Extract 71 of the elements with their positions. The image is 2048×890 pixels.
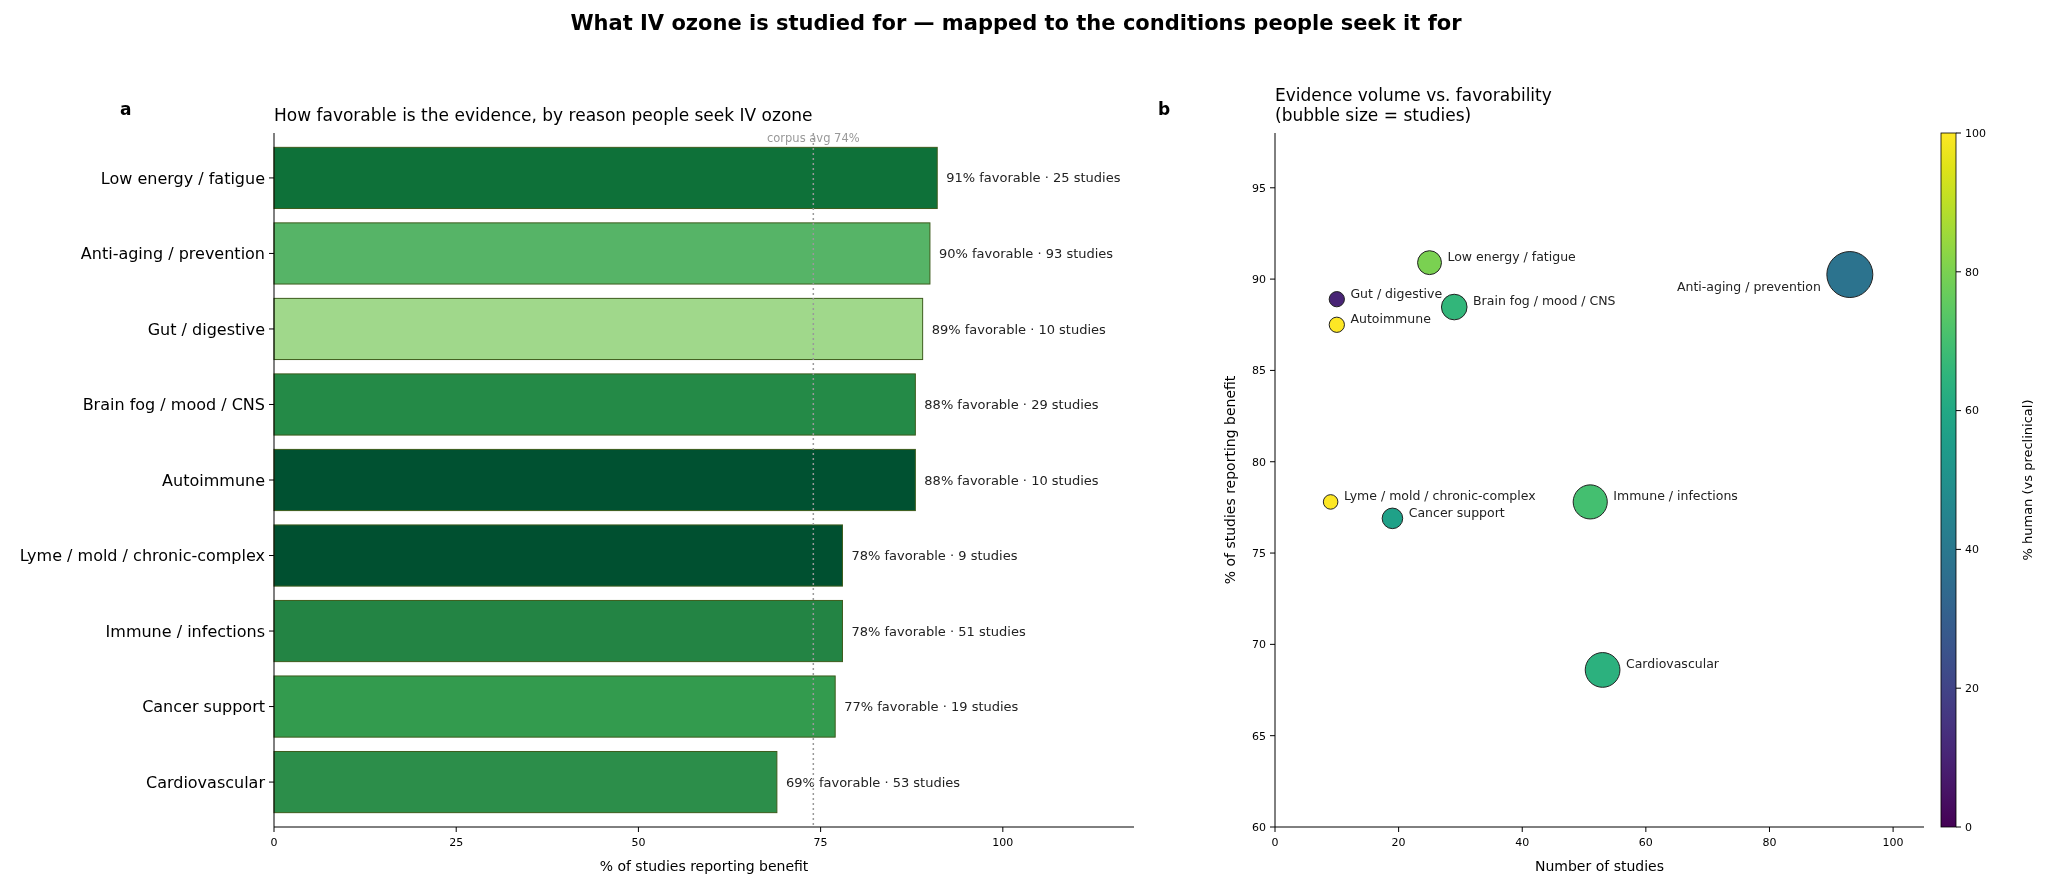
y-tick-label: 65 [1252, 729, 1266, 743]
bar [273, 373, 916, 436]
x-tick-label: 80 [1762, 836, 1777, 849]
data-label: 89% favorable · 10 studies [931, 321, 1107, 337]
color-bar-label: 0 [1965, 820, 1972, 834]
x-tick-label: 100 [1882, 836, 1904, 849]
y-tick-label: Immune / infections [105, 621, 265, 641]
y-tick-label: Cardiovascular [145, 772, 266, 792]
y-tick-label: Autoimmune [162, 470, 265, 490]
y-tick-label: 90 [1252, 272, 1266, 286]
bar [273, 448, 916, 512]
data-label: 91% favorable · 25 studies [946, 170, 1121, 186]
data-label: 77% favorable · 19 studies [844, 699, 1019, 715]
annotation: Lyme / mold / chronic-complex [1343, 488, 1536, 504]
x-tick-label: 0 [1271, 836, 1279, 849]
data-label: 78% favorable · 9 studies [851, 548, 1018, 564]
y-tick-label: 80 [1252, 455, 1266, 469]
y-tick-label: 95 [1252, 181, 1266, 195]
y-tick-label: Lyme / mold / chronic-complex [19, 546, 265, 566]
text: b [1158, 99, 1171, 119]
annotation: Low energy / fatigue [1447, 249, 1577, 265]
color-bar-title: % human (vs preclinical) [2019, 399, 2035, 561]
ref-line-label: corpus avg 74% [766, 131, 860, 145]
color-bar-label: 60 [1965, 404, 1979, 418]
bar [273, 146, 938, 210]
annotation: Brain fog / mood / CNS [1473, 293, 1616, 309]
annotation: Cardiovascular [1625, 656, 1720, 672]
bar [273, 297, 924, 361]
x-tick-label: 60 [1638, 836, 1653, 849]
bar [273, 675, 836, 738]
annotation: Gut / digestive [1350, 285, 1443, 301]
y-tick-label: 85 [1252, 364, 1266, 378]
chart-title: Evidence volume vs. favorability (bubble size = studies) [1275, 85, 1552, 125]
text: a [120, 99, 132, 119]
y-tick-label: Cancer support [142, 697, 265, 717]
y-axis-title: % of studies reporting benefit [1222, 375, 1238, 585]
x-tick-label: 20 [1391, 836, 1406, 849]
annotation: Immune / infections [1613, 488, 1738, 504]
bar [273, 524, 843, 587]
x-tick-label: 40 [1515, 836, 1530, 849]
y-tick-label: 75 [1252, 546, 1266, 560]
chart-title: How favorable is the evidence, by reason people seek IV ozone [274, 105, 813, 125]
color-bar-label: 40 [1965, 543, 1979, 557]
x-axis-title: Number of studies [1535, 858, 1664, 874]
bar [273, 750, 778, 814]
y-tick-label: Low energy / fatigue [100, 168, 265, 188]
x-tick-label: 0 [270, 836, 278, 849]
x-tick-label: 100 [992, 836, 1014, 849]
annotation: Cancer support [1408, 504, 1505, 520]
y-tick-label: Anti-aging / prevention [80, 244, 265, 264]
data-label: 88% favorable · 10 studies [924, 472, 1099, 488]
y-tick-label: Brain fog / mood / CNS [82, 395, 265, 415]
data-label: 88% favorable · 29 studies [924, 397, 1099, 413]
x-tick-label: 25 [449, 836, 464, 849]
bar [273, 599, 843, 663]
x-tick-label: 75 [813, 836, 828, 849]
x-axis-title: % of studies reporting benefit [599, 858, 809, 874]
y-tick-label: 70 [1252, 638, 1266, 652]
y-tick-label: Gut / digestive [147, 319, 265, 339]
bar [273, 222, 931, 285]
color-bar-label: 80 [1965, 265, 1979, 279]
annotation: Anti-aging / prevention [1676, 278, 1821, 294]
color-bar-label: 20 [1965, 682, 1979, 696]
data-label: 90% favorable · 93 studies [938, 246, 1114, 261]
text: What IV ozone is studied for — mapped to the conditions people seek it for [570, 11, 1463, 35]
data-label: 69% favorable · 53 studies [785, 774, 961, 790]
data-label: 78% favorable · 51 studies [851, 623, 1026, 639]
color-bar-label: 100 [1965, 126, 1986, 140]
y-tick-label: 60 [1252, 820, 1266, 834]
x-tick-label: 50 [631, 836, 646, 849]
annotation: Autoimmune [1350, 311, 1432, 327]
